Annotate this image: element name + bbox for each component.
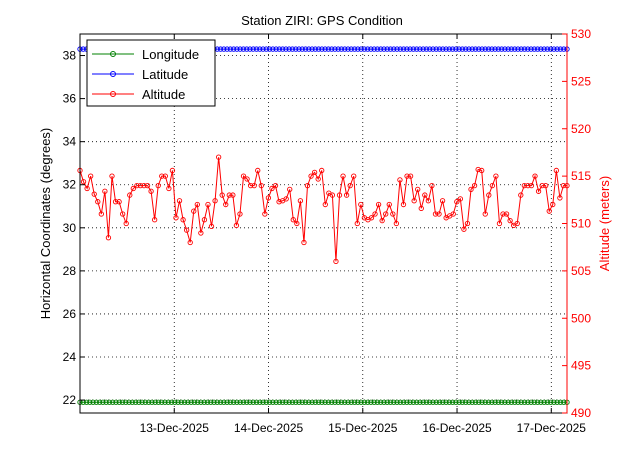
y-right-tick-label: 495 [571,359,591,373]
x-tick-label: 16-Dec-2025 [422,421,492,435]
y-axis-right-label: Altitude (meters) [597,176,612,271]
y-axis-left-label: Horizontal Coordinates (degrees) [38,128,53,319]
legend-label-longitude: Longitude [142,47,199,62]
legend: Longitude Latitude Altitude [87,40,215,106]
chart-title: Station ZIRI: GPS Condition [241,13,403,28]
legend-label-latitude: Latitude [142,67,188,82]
y-left-tick-label: 22 [63,393,77,407]
y-right-tick-label: 500 [571,311,591,325]
y-right-tick-label: 490 [571,406,591,420]
y-right-tick-label: 525 [571,74,591,88]
y-left-tick-label: 24 [63,350,77,364]
y-right-tick-label: 515 [571,169,591,183]
x-tick-label: 13-Dec-2025 [140,421,210,435]
legend-label-altitude: Altitude [142,87,185,102]
y-left-tick-label: 28 [63,264,77,278]
y-right-tick-label: 510 [571,217,591,231]
y-left-tick-label: 34 [63,135,77,149]
y-left-tick-label: 36 [63,92,77,106]
y-left-tick-label: 32 [63,178,77,192]
x-tick-label: 17-Dec-2025 [517,421,587,435]
x-tick-label: 15-Dec-2025 [328,421,398,435]
y-left-tick-label: 26 [63,307,77,321]
y-left-tick-label: 30 [63,221,77,235]
y-right-tick-label: 505 [571,264,591,278]
y-right-tick-label: 520 [571,122,591,136]
x-tick-label: 14-Dec-2025 [234,421,304,435]
y-right-tick-label: 530 [571,27,591,41]
y-left-tick-label: 38 [63,49,77,63]
